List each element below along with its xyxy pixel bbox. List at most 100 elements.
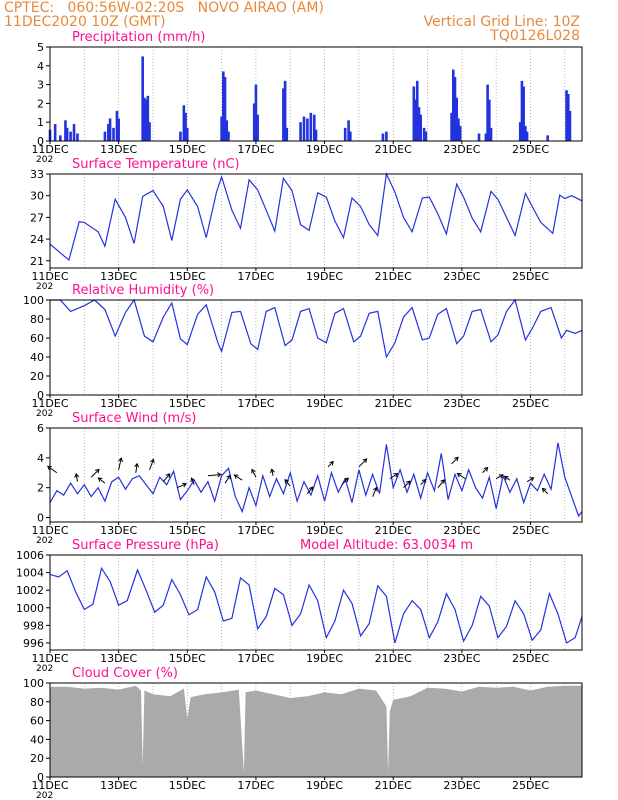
rh-panel: 0 20 40 60 80 100 Relative Humidity (%) 11DEC 13…	[23, 283, 583, 419]
precip-x-tick-label: 15DEC	[169, 143, 206, 156]
precip-bar	[103, 131, 107, 141]
wind-vector	[135, 463, 138, 473]
rh-line	[50, 298, 583, 359]
press-y-tick-label: 998	[23, 619, 44, 632]
wind-vector	[482, 467, 489, 474]
wind-x-tick-label: 19DEC	[306, 524, 343, 537]
precip-bar	[76, 133, 79, 141]
wind-vector	[207, 473, 221, 477]
precip-bar	[108, 118, 112, 141]
precip-bar	[285, 127, 289, 141]
cloud-x-year-fragment: 202	[36, 791, 53, 800]
wind-vector-head	[406, 480, 411, 486]
precip-bar	[64, 120, 67, 141]
precip-bar	[453, 77, 457, 141]
cloud-y-tick-label: 20	[30, 752, 44, 765]
cloud-y-tick-label: 100	[23, 677, 44, 690]
wind-title: Surface Wind (m/s)	[72, 411, 196, 426]
wind-vector-head	[149, 458, 155, 464]
wind-vector	[176, 483, 187, 489]
precip-bar	[422, 127, 426, 141]
cloud-cover-area	[50, 685, 582, 777]
temp-y-tick-label: 30	[30, 190, 44, 203]
wind-vector	[457, 473, 466, 480]
wind-vector-head	[190, 477, 196, 483]
wind-vector-head	[94, 468, 100, 474]
wind-x-tick-label: 17DEC	[237, 524, 274, 537]
precip-bar	[146, 95, 150, 141]
precip-bar	[141, 56, 144, 141]
precip-bar	[524, 125, 527, 141]
precip-bar	[484, 133, 488, 141]
precip-bar	[412, 86, 416, 141]
model-altitude-label: Model Altitude: 63.0034 m	[300, 538, 473, 553]
wind-vector	[341, 477, 349, 486]
wind-vector	[162, 473, 171, 483]
cloud-y-tick-label: 80	[30, 696, 44, 709]
temp-y-tick-label: 33	[30, 168, 44, 181]
precip-bar	[417, 107, 421, 141]
precip-bar	[565, 90, 568, 141]
press-x-tick-label: 15DEC	[169, 652, 206, 665]
precip-bar	[306, 118, 309, 141]
header-grid-line: Vertical Grid Line: 10Z	[423, 14, 580, 30]
precip-bar	[65, 127, 69, 141]
press-y-tick-label: 1002	[16, 584, 44, 597]
temp-x-tick-label: 17DEC	[237, 270, 274, 283]
rh-y-tick-label: 40	[30, 351, 44, 364]
wind-vector	[451, 456, 459, 465]
precip-bar	[115, 110, 119, 141]
press-x-tick-label: 11DEC	[31, 652, 68, 665]
precip-bar	[53, 124, 57, 141]
precip-y-tick-label: 4	[37, 60, 44, 73]
wind-vector	[307, 486, 314, 494]
precip-bar	[225, 120, 229, 141]
precip-y-tick-label: 1	[37, 116, 44, 129]
temp-x-tick-label: 15DEC	[169, 270, 206, 283]
rh-x-tick-label: 25DEC	[512, 397, 549, 410]
precip-y-tick-label: 5	[37, 41, 44, 54]
wind-vector	[542, 488, 549, 495]
cloud-x-tick-label: 15DEC	[169, 779, 206, 792]
wind-panel: 0 2 4 6 Surface Wind (m/s) 11DEC 13DEC 15DEC 17D…	[31, 411, 583, 546]
cloud-y-tick-label: 40	[30, 733, 44, 746]
precip-bar	[117, 118, 120, 141]
temp-line	[49, 171, 583, 262]
wind-vector-head	[529, 477, 535, 482]
precip-title: Precipitation (mm/h)	[72, 30, 205, 45]
press-line	[49, 566, 583, 644]
precip-x-tick-label: 19DEC	[306, 143, 343, 156]
precip-bar	[227, 131, 230, 141]
cloud-x-tick-label: 21DEC	[375, 779, 412, 792]
rh-frame	[49, 299, 583, 396]
precip-bar	[283, 80, 287, 141]
wind-vector-head	[503, 475, 509, 481]
precip-bar	[546, 135, 549, 141]
press-x-year-fragment: 202	[36, 664, 53, 674]
precip-bar	[302, 116, 306, 141]
precip-bar	[182, 105, 186, 141]
press-x-tick-label: 19DEC	[306, 652, 343, 665]
cloud-x-tick-label: 11DEC	[31, 779, 68, 792]
precip-bar	[489, 127, 493, 141]
wind-vector-head	[421, 478, 427, 484]
press-x-tick-label: 25DEC	[512, 652, 549, 665]
press-y-tick-label: 996	[23, 637, 44, 650]
wind-vector	[191, 478, 195, 485]
precip-bar	[458, 125, 462, 141]
wind-vector-head	[362, 458, 368, 463]
precip-bar	[419, 114, 422, 141]
temp-y-tick-label: 27	[30, 211, 44, 224]
cloud-x-tick-label: 23DEC	[443, 779, 480, 792]
wind-vector-head	[134, 462, 140, 468]
temp-y-tick-label: 24	[30, 233, 44, 246]
rh-x-tick-label: 13DEC	[100, 397, 137, 410]
cloud-frame	[49, 682, 583, 778]
precip-y-tick-label: 0	[37, 135, 44, 148]
wind-vector	[90, 469, 100, 478]
wind-vector	[284, 479, 291, 487]
press-x-tick-label: 17DEC	[237, 652, 274, 665]
precip-bar	[144, 99, 148, 141]
wind-vector-head	[372, 486, 378, 492]
rh-x-tick-label: 17DEC	[237, 397, 274, 410]
